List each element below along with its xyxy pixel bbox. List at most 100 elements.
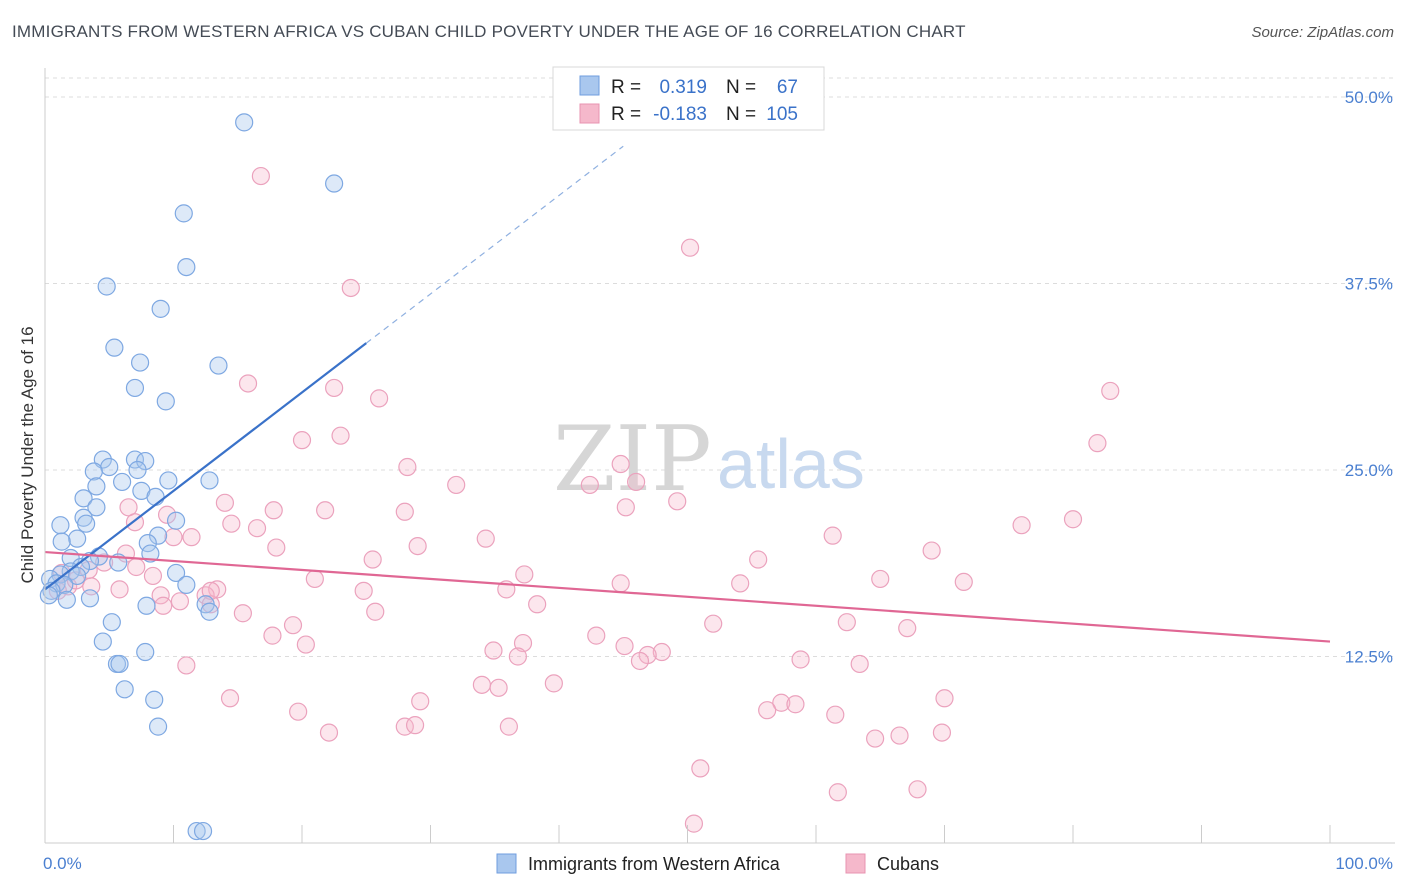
cubans-point <box>611 454 630 474</box>
cubans-point <box>691 759 710 778</box>
cubans-point <box>1012 516 1031 535</box>
cubans-point <box>587 626 606 645</box>
cubans-point <box>626 472 646 492</box>
western-africa-point <box>125 378 145 398</box>
series-legend: Immigrants from Western Africa Cubans <box>496 853 939 874</box>
cubans-point <box>201 595 220 614</box>
watermark-zip: ZIP <box>553 407 712 512</box>
cubans-point <box>411 692 430 711</box>
cubans-point <box>828 783 847 802</box>
cubans-point <box>508 647 527 666</box>
western-africa-point <box>209 356 228 375</box>
watermark-atlas: atlas <box>717 425 865 503</box>
western-africa-points <box>39 113 344 841</box>
western-africa-point <box>235 113 254 132</box>
cubans-point <box>544 674 563 693</box>
western-africa-trend-line <box>44 342 367 591</box>
cubans-point <box>898 619 917 638</box>
cubans-point <box>489 678 508 697</box>
cubans-point <box>447 475 466 495</box>
western-africa-point <box>57 590 76 609</box>
watermark: ZIP atlas <box>553 407 865 512</box>
western-africa-point <box>39 586 58 605</box>
n-label-pink: N = <box>726 104 756 125</box>
cubans-point <box>1101 381 1120 401</box>
cubans-point <box>215 493 234 512</box>
cubans-point <box>143 566 163 586</box>
n-label-blue: N = <box>726 77 756 98</box>
western-africa-point <box>174 204 193 223</box>
cubans-point <box>772 693 791 712</box>
cubans-point <box>826 705 845 724</box>
cubans-point <box>616 498 635 517</box>
bottom-legend-label-pink: Cubans <box>877 854 939 874</box>
western-africa-point <box>200 471 219 490</box>
bottom-legend-swatch-pink <box>845 853 866 874</box>
cubans-point <box>157 505 177 524</box>
cubans-point <box>296 635 315 654</box>
cubans-point <box>264 501 283 520</box>
western-africa-point <box>151 299 170 318</box>
western-africa-point <box>136 642 155 662</box>
western-africa-point <box>97 277 116 296</box>
western-africa-point <box>130 353 150 372</box>
legend-swatch-pink <box>579 103 600 124</box>
cubans-point <box>932 723 952 742</box>
cubans-point <box>749 550 768 569</box>
cubans-point <box>630 651 650 671</box>
western-africa-point <box>128 460 147 480</box>
western-africa-point <box>93 632 112 651</box>
cubans-point <box>1063 510 1083 529</box>
cubans-point <box>731 574 750 593</box>
western-africa-point <box>166 511 186 530</box>
cubans-point <box>580 475 599 495</box>
cubans-point <box>652 642 671 662</box>
western-africa-point <box>68 566 87 586</box>
cubans-point <box>292 431 312 450</box>
western-africa-point <box>100 457 119 477</box>
grid-layer <box>45 77 1395 657</box>
cubans-point <box>395 502 414 521</box>
cubans-point <box>908 780 927 799</box>
cubans-point <box>263 626 282 645</box>
western-africa-point <box>51 516 70 535</box>
cubans-point <box>238 374 258 393</box>
cubans-point <box>151 586 170 605</box>
cubans-point <box>758 701 777 720</box>
cubans-point <box>289 702 308 721</box>
r-value-blue: 0.319 <box>659 77 707 98</box>
western-africa-point <box>115 680 134 699</box>
y-tick-label: 37.5% <box>1345 275 1393 294</box>
western-africa-point <box>74 489 93 508</box>
cubans-point <box>615 636 634 656</box>
cubans-point <box>267 538 286 557</box>
western-africa-point <box>52 532 71 551</box>
cubans-point <box>354 581 373 600</box>
cubans-point <box>341 278 360 298</box>
cubans-point <box>316 501 335 520</box>
western-africa-point <box>177 575 196 594</box>
western-africa-point <box>137 596 156 615</box>
cubans-point <box>515 565 534 584</box>
cubans-point <box>305 569 324 589</box>
western-africa-point <box>80 589 100 608</box>
r-label-blue: R = <box>611 77 641 98</box>
western-africa-point <box>68 529 87 548</box>
western-africa-point <box>105 338 124 357</box>
cubans-point <box>182 528 201 547</box>
western-africa-point <box>138 534 157 553</box>
cubans-point <box>154 596 173 615</box>
cubans-point <box>247 519 267 538</box>
n-value-blue: 67 <box>777 77 798 98</box>
cubans-point <box>233 604 252 623</box>
cubans-point <box>398 457 417 477</box>
cubans-point <box>251 166 270 186</box>
x-tick-label-min: 0.0% <box>43 854 82 873</box>
cubans-point <box>528 595 547 614</box>
cubans-point <box>704 614 723 633</box>
n-value-pink: 105 <box>766 104 798 125</box>
cubans-point <box>513 633 533 653</box>
y-tick-label: 12.5% <box>1345 648 1393 667</box>
source-credit: Source: ZipAtlas.com <box>1251 24 1394 41</box>
western-africa-point <box>166 563 186 583</box>
